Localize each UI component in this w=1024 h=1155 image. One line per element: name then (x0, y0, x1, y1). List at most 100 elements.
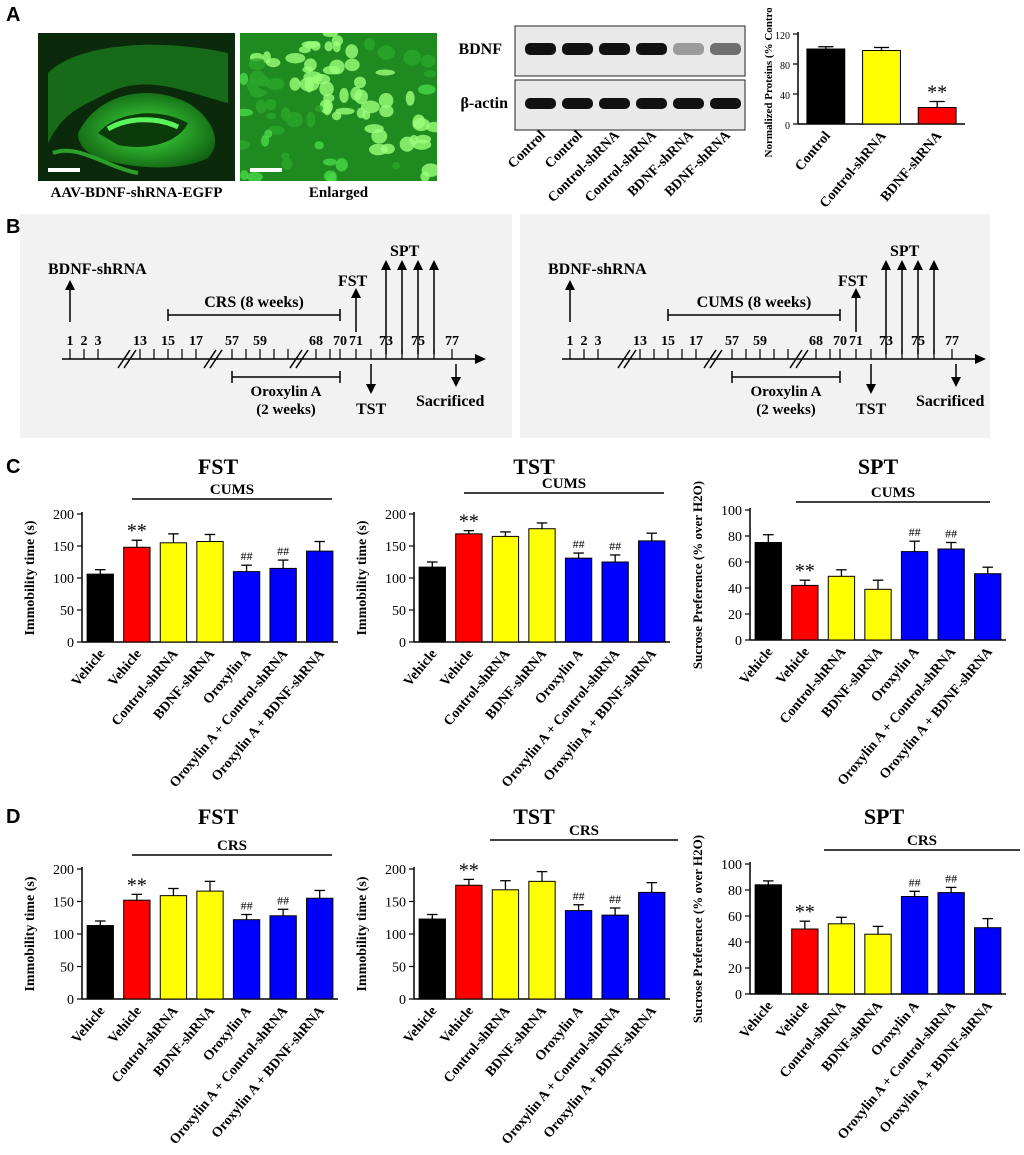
day-label: 15 (161, 334, 175, 349)
bar (601, 561, 629, 643)
enlarged-fluorescence-image (240, 33, 437, 181)
y-tick-label: 200 (53, 863, 74, 878)
sacrifice-label: Sacrificed (416, 393, 485, 410)
day-label: 1 (567, 334, 574, 349)
treatment-label: Oroxylin A (251, 384, 322, 400)
chart-title: TST (513, 454, 555, 479)
y-tick-label: 40 (780, 91, 790, 102)
timeline-crs-box: 1 2 3 13 15 17 57 59 68 70 71 73 75 77 BDNF-shRNA CRS (… (20, 214, 512, 438)
bar (862, 50, 901, 125)
bar (754, 884, 782, 995)
y-tick-label: 60 (728, 910, 742, 925)
axis-break (703, 349, 717, 369)
significance-mark: ## (945, 527, 957, 541)
bar (196, 890, 224, 1000)
day-label: 57 (725, 334, 739, 349)
significance-mark: ** (459, 859, 479, 881)
bar (601, 914, 629, 1000)
fluorescent-cell (312, 73, 331, 85)
significance-mark: ## (573, 889, 585, 903)
scale-bar (48, 168, 80, 172)
fluorescent-cell (281, 152, 290, 160)
fluorescent-cell (266, 58, 281, 68)
y-tick-label: 100 (53, 572, 74, 587)
category-label: Control (793, 129, 834, 174)
fluorescent-cell (281, 157, 293, 170)
chart-title: FST (198, 454, 239, 479)
fluorescent-cell (266, 112, 277, 120)
axis-break (617, 349, 631, 369)
group-label: CRS (907, 833, 937, 849)
bdnf-band (599, 43, 630, 55)
axis-break (623, 349, 637, 369)
significance-mark: ## (573, 537, 585, 551)
significance-mark: ## (241, 899, 253, 913)
western-blot: BDNF β-actin ControlControlControl-shRNA… (458, 25, 746, 206)
actin-band (562, 98, 593, 109)
spt-arrowhead (429, 260, 439, 270)
scale-bar (250, 168, 282, 172)
significance-mark: ** (127, 520, 147, 542)
day-label: 71 (349, 334, 363, 349)
y-axis-label: Normalized Proteins (% Control) (763, 8, 775, 157)
day-label: 3 (595, 334, 602, 349)
fluorescent-cell (344, 58, 360, 72)
fst-arrowhead (851, 288, 861, 298)
bar (418, 566, 446, 643)
treatment-duration: (2 weeks) (756, 402, 816, 418)
axis-break (117, 349, 131, 369)
injection-label: BDNF-shRNA (48, 261, 147, 278)
day-label: 17 (189, 334, 203, 349)
y-tick-label: 150 (53, 896, 74, 911)
y-tick-label: 200 (385, 863, 406, 878)
bdnf-band (710, 43, 741, 55)
fluorescent-cell (403, 49, 422, 66)
bar (564, 557, 593, 643)
actin-band (636, 98, 667, 109)
bar (232, 919, 261, 1000)
enlarged-micrograph (240, 33, 437, 181)
day-label: 77 (945, 334, 959, 349)
day-label: 17 (689, 334, 703, 349)
fluorescent-cell (327, 173, 337, 181)
significance-mark: ## (909, 525, 921, 539)
group-label: CUMS (542, 476, 586, 492)
fluorescent-cell (286, 111, 303, 128)
treatment-label: Oroxylin A (751, 384, 822, 400)
tst-label: TST (856, 401, 887, 418)
fluorescent-cell (412, 118, 431, 132)
fluorescent-cell (314, 141, 324, 150)
y-tick-label: 0 (785, 121, 790, 132)
fluorescent-cell (417, 84, 436, 95)
fluorescent-cell (315, 105, 324, 112)
y-tick-label: 20 (728, 608, 742, 623)
chart-title: SPT (858, 454, 899, 479)
significance-mark: ** (795, 901, 815, 923)
bar (937, 548, 965, 641)
y-tick-label: 20 (728, 962, 742, 977)
y-tick-label: 150 (385, 896, 406, 911)
fluorescent-cell (405, 90, 415, 106)
sacrifice-label: Sacrificed (916, 393, 985, 410)
cums-spt-chart: SPT CUMS 0 20 40 60 80 100 Sucrose Preference (%… (690, 454, 1006, 789)
fluorescent-cell (345, 44, 359, 59)
fluorescent-cell (378, 93, 394, 109)
day-label: 70 (833, 334, 847, 349)
category-label: Vehicle (401, 1004, 440, 1047)
stress-label: CUMS (8 weeks) (697, 294, 812, 311)
day-label: 59 (753, 334, 767, 349)
group-label: CRS (569, 823, 599, 839)
fluorescent-cell (319, 99, 333, 114)
y-tick-label: 80 (780, 61, 790, 72)
fluorescent-cell (298, 46, 311, 54)
day-label: 70 (333, 334, 347, 349)
y-tick-label: 0 (735, 988, 742, 1003)
fluorescent-cell (306, 111, 316, 128)
y-tick-label: 100 (385, 928, 406, 943)
group-label: CUMS (871, 485, 915, 501)
hippocampus-fluorescence-image (38, 33, 235, 181)
day-label: 71 (849, 334, 863, 349)
significance-mark: ** (927, 82, 947, 104)
